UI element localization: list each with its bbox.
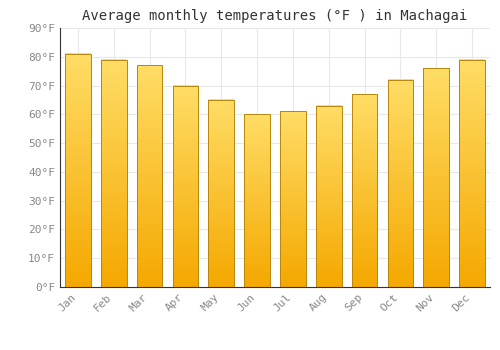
- Bar: [459, 60, 485, 287]
- Bar: [65, 54, 91, 287]
- Title: Average monthly temperatures (°F ) in Machagai: Average monthly temperatures (°F ) in Ma…: [82, 9, 468, 23]
- Bar: [172, 85, 199, 287]
- Bar: [244, 114, 270, 287]
- Bar: [208, 100, 234, 287]
- Bar: [136, 65, 162, 287]
- Bar: [424, 68, 449, 287]
- Bar: [388, 80, 413, 287]
- Bar: [316, 106, 342, 287]
- Bar: [280, 111, 306, 287]
- Bar: [101, 60, 126, 287]
- Bar: [352, 94, 378, 287]
